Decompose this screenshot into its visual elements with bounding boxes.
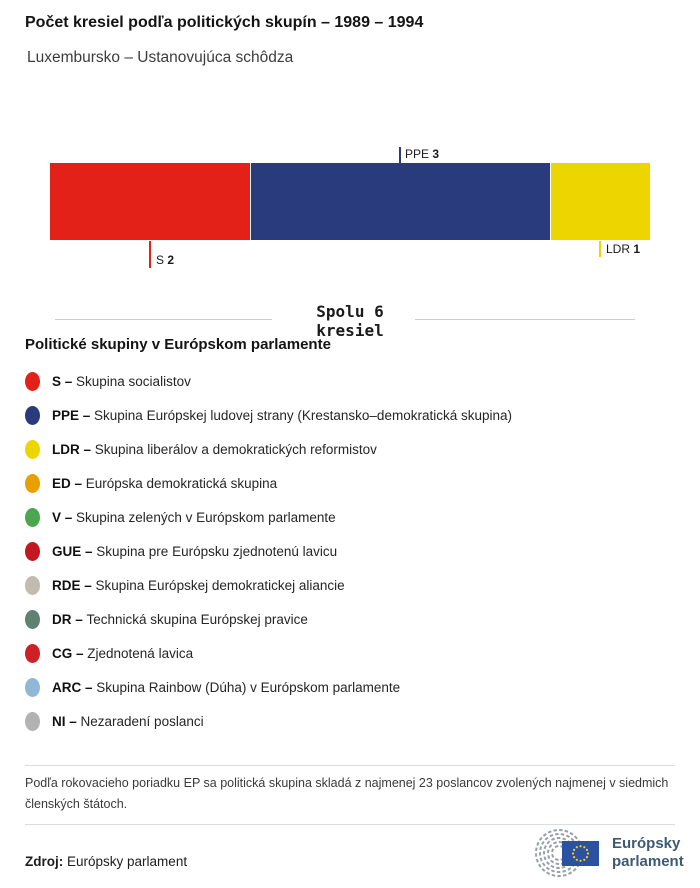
legend-color-dot-rde bbox=[25, 575, 40, 595]
legend-item-label: PPE – Skupina Európskej ludovej strany (… bbox=[52, 407, 512, 423]
ep-logo-wordmark: Európsky parlament bbox=[612, 835, 684, 871]
bar-segment-s bbox=[50, 163, 250, 240]
footnote-rule-top bbox=[25, 765, 675, 766]
legend-item-label: NI – Nezaradení poslanci bbox=[52, 713, 204, 729]
legend-item-label: DR – Technická skupina Európskej pravice bbox=[52, 611, 308, 627]
bar-value-label-ppe: PPE 3 bbox=[405, 147, 440, 161]
total-seats-label: Spolu 6 kresiel bbox=[0, 302, 700, 340]
legend-item-ed: ED – Európska demokratická skupina bbox=[25, 466, 675, 500]
legend-heading: Politické skupiny v Európskom parlamente bbox=[25, 336, 331, 353]
legend-item-label: LDR – Skupina liberálov a demokratických… bbox=[52, 441, 377, 457]
bar-tick-ldr bbox=[599, 241, 601, 257]
footnote-rule-bottom bbox=[25, 824, 675, 825]
legend-item-dr: DR – Technická skupina Európskej pravice bbox=[25, 602, 675, 636]
source-label: Zdroj: bbox=[25, 854, 64, 869]
legend-item-arc: ARC – Skupina Rainbow (Dúha) v Európskom… bbox=[25, 670, 675, 704]
legend-item-label: V – Skupina zelených v Európskom parlame… bbox=[52, 509, 336, 525]
legend-item-ppe: PPE – Skupina Európskej ludovej strany (… bbox=[25, 398, 675, 432]
legend-item-label: CG – Zjednotená lavica bbox=[52, 645, 194, 661]
total-divider-left bbox=[55, 319, 272, 320]
ep-hemicycle-icon bbox=[535, 829, 599, 877]
bar-value-label-s: S 2 bbox=[156, 253, 175, 267]
source-line: Zdroj: Európsky parlament bbox=[25, 854, 187, 869]
legend-item-ldr: LDR – Skupina liberálov a demokratických… bbox=[25, 432, 675, 466]
ep-logo-word2: parlament bbox=[612, 853, 684, 870]
total-divider-right bbox=[415, 319, 635, 320]
bar-tick-s bbox=[149, 241, 151, 268]
source-value: Európsky parlament bbox=[67, 854, 188, 869]
bar-segment-ldr bbox=[550, 163, 650, 240]
legend-color-dot-cg bbox=[25, 643, 40, 663]
legend-item-cg: CG – Zjednotená lavica bbox=[25, 636, 675, 670]
legend-item-s: S – Skupina socialistov bbox=[25, 364, 675, 398]
footnote: Podľa rokovacieho poriadku EP sa politic… bbox=[25, 776, 669, 811]
ep-logo: Európsky parlament bbox=[529, 826, 684, 880]
legend-item-label: RDE – Skupina Európskej demokratickej al… bbox=[52, 577, 345, 593]
legend-color-dot-v bbox=[25, 507, 40, 527]
legend-item-rde: RDE – Skupina Európskej demokratickej al… bbox=[25, 568, 675, 602]
legend-color-dot-ni bbox=[25, 711, 40, 731]
legend-item-v: V – Skupina zelených v Európskom parlame… bbox=[25, 500, 675, 534]
legend-color-dot-ldr bbox=[25, 439, 40, 459]
total-seats-line2: kresiel bbox=[316, 321, 384, 340]
bar-segment-ppe bbox=[250, 163, 550, 240]
legend-color-dot-ed bbox=[25, 473, 40, 493]
legend-item-label: S – Skupina socialistov bbox=[52, 373, 191, 389]
legend-list: S – Skupina socialistov PPE – Skupina Eur… bbox=[25, 364, 675, 738]
legend-item-ni: NI – Nezaradení poslanci bbox=[25, 704, 675, 738]
ep-logo-word1: Európsky bbox=[612, 835, 681, 852]
legend-item-gue: GUE – Skupina pre Európsku zjednotenú la… bbox=[25, 534, 675, 568]
bar-tick-ppe bbox=[399, 147, 401, 163]
legend-color-dot-ppe bbox=[25, 405, 40, 425]
legend-color-dot-gue bbox=[25, 541, 40, 561]
legend-item-label: ED – Európska demokratická skupina bbox=[52, 475, 278, 491]
eu-flag-icon bbox=[562, 841, 599, 866]
total-seats-line1: Spolu 6 bbox=[316, 302, 384, 321]
legend-item-label: ARC – Skupina Rainbow (Dúha) v Európskom… bbox=[52, 679, 401, 695]
legend-color-dot-dr bbox=[25, 609, 40, 629]
legend-color-dot-arc bbox=[25, 677, 40, 697]
stacked-seats-bar bbox=[50, 163, 650, 240]
legend-color-dot-s bbox=[25, 371, 40, 391]
legend-item-label: GUE – Skupina pre Európsku zjednotenú la… bbox=[52, 543, 338, 559]
page-subtitle: Luxembursko – Ustanovujúca schôdza bbox=[27, 49, 294, 66]
page-title: Počet kresiel podľa politických skupín –… bbox=[25, 14, 424, 31]
bar-value-label-ldr: LDR 1 bbox=[606, 242, 641, 256]
